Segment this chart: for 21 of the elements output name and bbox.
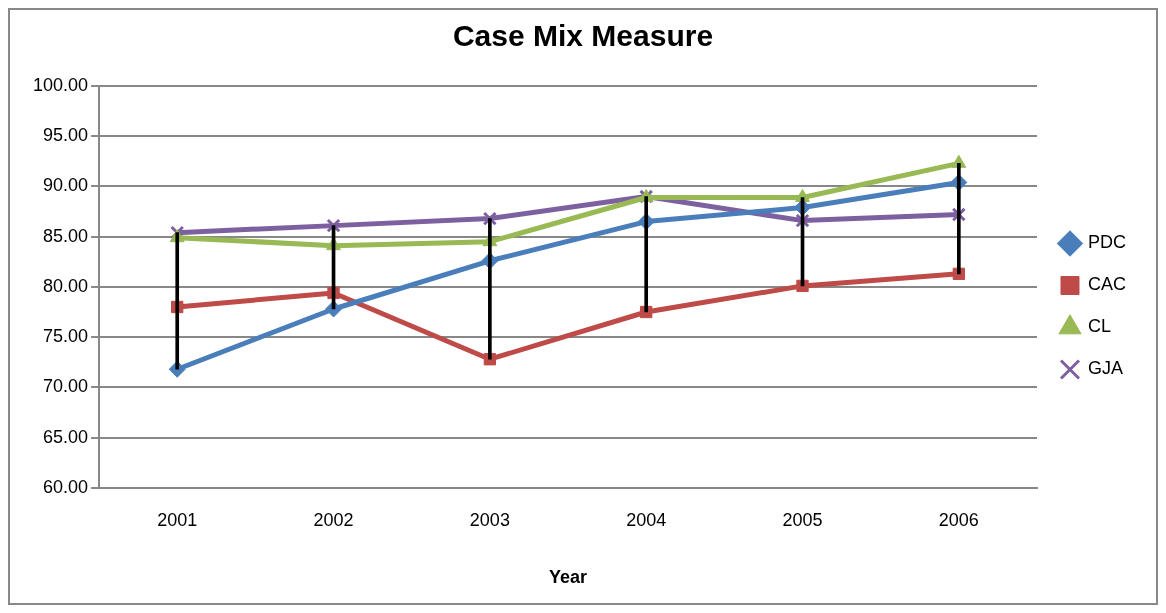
legend-label: PDC [1088, 232, 1127, 253]
y-tick-label: 90.00 [43, 175, 89, 196]
x-tick-label: 2004 [626, 509, 667, 530]
x-tick-label: 2001 [157, 509, 198, 530]
y-tick-label: 65.00 [43, 426, 89, 447]
x-tick-label: 2005 [782, 509, 823, 530]
x-tick-label: 2002 [313, 509, 354, 530]
y-tick-label: 80.00 [43, 275, 89, 296]
x-tick-label: 2006 [938, 509, 979, 530]
x-axis-title: Year [549, 567, 588, 588]
y-tick-label: 75.00 [43, 326, 89, 347]
y-tick-label: 85.00 [43, 225, 89, 246]
y-tick-label: 70.00 [43, 376, 89, 397]
y-tick-label: 60.00 [43, 476, 89, 497]
legend-label: GJA [1088, 358, 1124, 379]
x-tick-label: 2003 [469, 509, 510, 530]
y-tick-label: 95.00 [43, 125, 89, 146]
legend-label: CL [1088, 316, 1112, 337]
chart-title: Case Mix Measure [452, 19, 714, 53]
legend-label: CAC [1088, 274, 1127, 295]
y-tick-label: 100.00 [32, 74, 89, 95]
